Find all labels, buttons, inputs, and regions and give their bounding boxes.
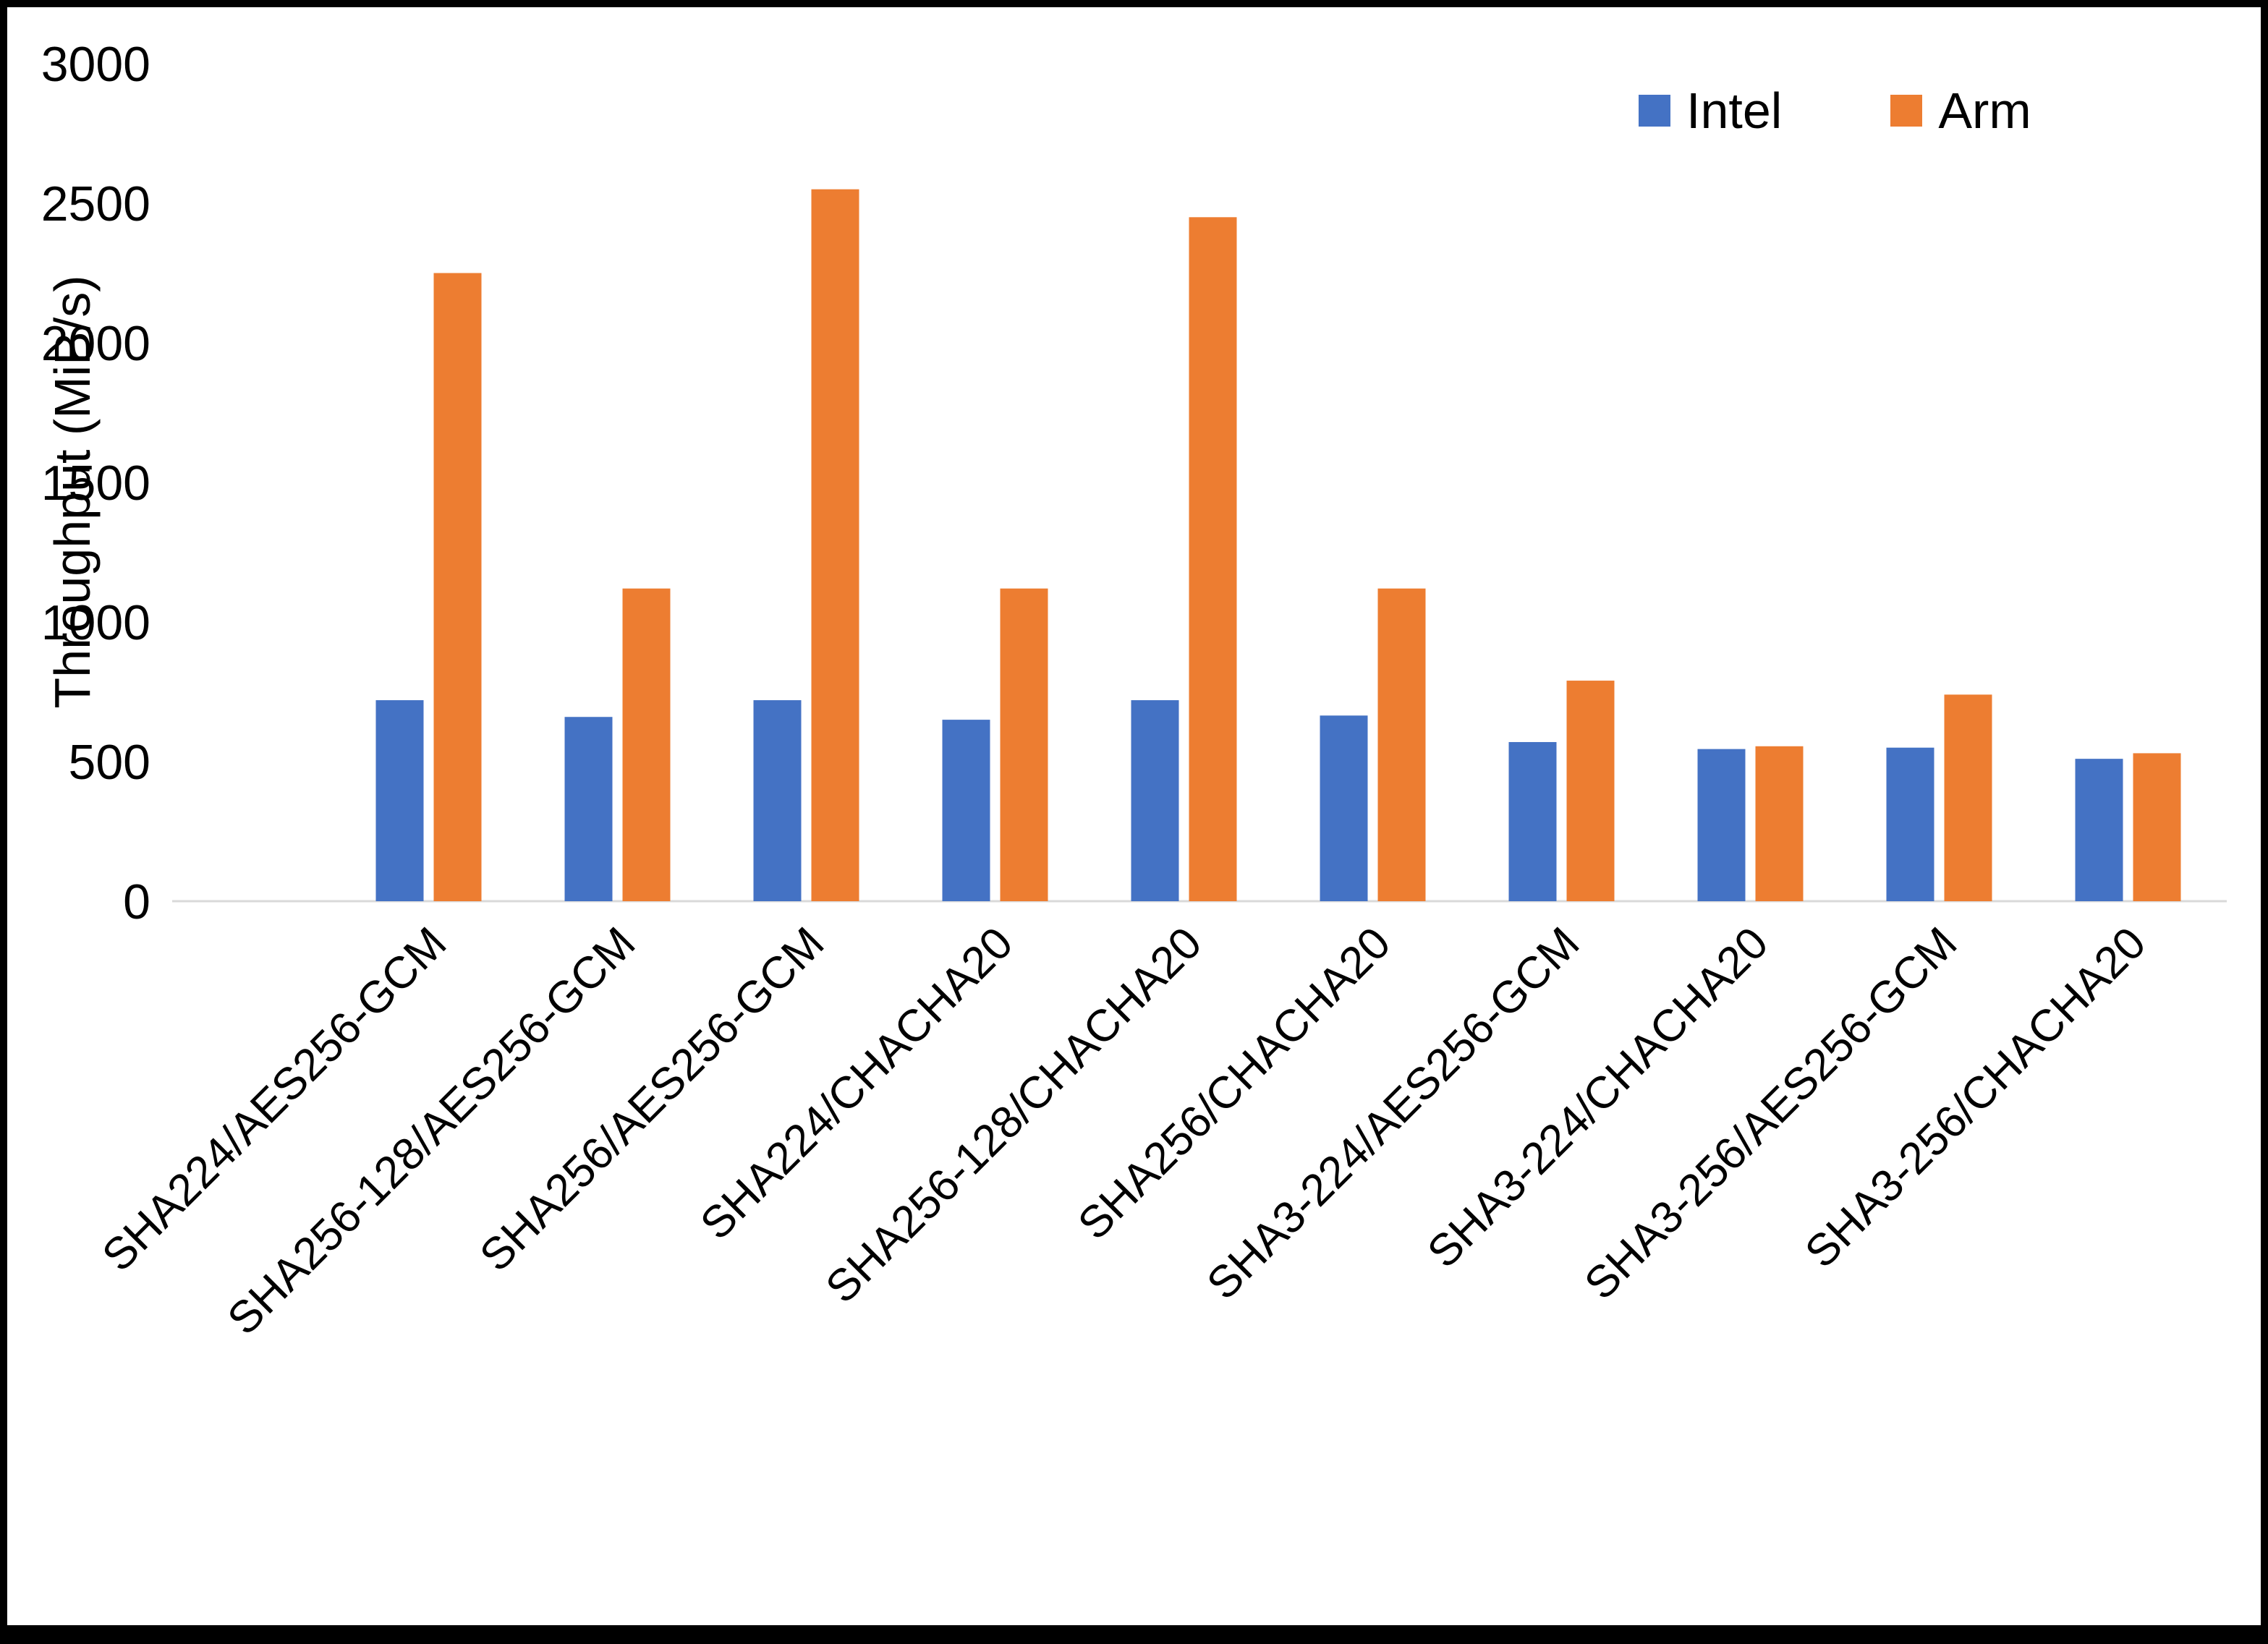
y-tick-label: 3000 [41,37,150,92]
legend-swatch-arm-icon [1890,95,1923,127]
chart-svg: 0 500 1000 1500 2000 2500 3000 SHA224/AES256-GC… [41,37,2227,1345]
x-axis-label: SHA3-224/CHACHA20 [1418,918,1778,1277]
x-axis-label: SHA256-128/AES256-GCM [218,918,645,1345]
bar-arm-4 [1189,217,1237,901]
y-tick-label: 2000 [41,316,150,371]
x-axis-label: SHA256-128/CHACHA20 [817,918,1212,1313]
bar-arm-3 [1000,588,1048,901]
x-axis-label: SHA3-256/CHACHA20 [1796,918,2155,1277]
y-tick-label: 500 [69,735,150,790]
x-axis-label: SHA224/AES256-GCM [93,918,456,1281]
x-axis-label: SHA256/CHACHA20 [1069,918,1400,1249]
x-axis-label: SHA3-256/AES256-GCM [1575,918,1966,1309]
legend-label-intel: Intel [1686,82,1783,139]
bar-intel-2 [753,700,802,901]
x-axis-label: SHA224/CHACHA20 [691,918,1022,1249]
bar-arm-9 [2133,753,2181,901]
bar-intel-9 [2075,759,2123,901]
bar-arm-8 [1944,694,1992,901]
legend: Intel Arm [1639,85,2031,136]
y-tick-label: 2500 [41,176,150,231]
legend-item-intel: Intel [1639,85,1782,136]
bar-intel-6 [1508,741,1557,901]
legend-label-arm: Arm [1938,82,2031,139]
bar-arm-5 [1377,588,1426,901]
legend-swatch-intel-icon [1639,95,1670,127]
bar-arm-1 [622,588,671,901]
bar-arm-7 [1755,746,1804,901]
y-axis-title: Throughput (MiB/s) [44,275,101,709]
y-tick-label: 1500 [41,456,150,511]
bar-intel-8 [1886,747,1934,901]
bar-intel-7 [1697,749,1746,901]
bar-intel-4 [1131,700,1179,901]
bar-intel-0 [375,700,424,901]
x-axis-label: SHA3-224/AES256-GCM [1197,918,1589,1309]
y-tick-label: 0 [123,874,150,929]
y-tick-label: 1000 [41,595,150,650]
bar-arm-6 [1566,681,1615,901]
bar-arm-2 [811,189,859,901]
bar-intel-5 [1320,715,1368,901]
bar-intel-3 [942,720,990,901]
bar-intel-1 [564,717,613,901]
x-axis-label: SHA256/AES256-GCM [470,918,833,1281]
bar-arm-0 [433,273,482,901]
legend-item-arm: Arm [1890,85,2031,136]
